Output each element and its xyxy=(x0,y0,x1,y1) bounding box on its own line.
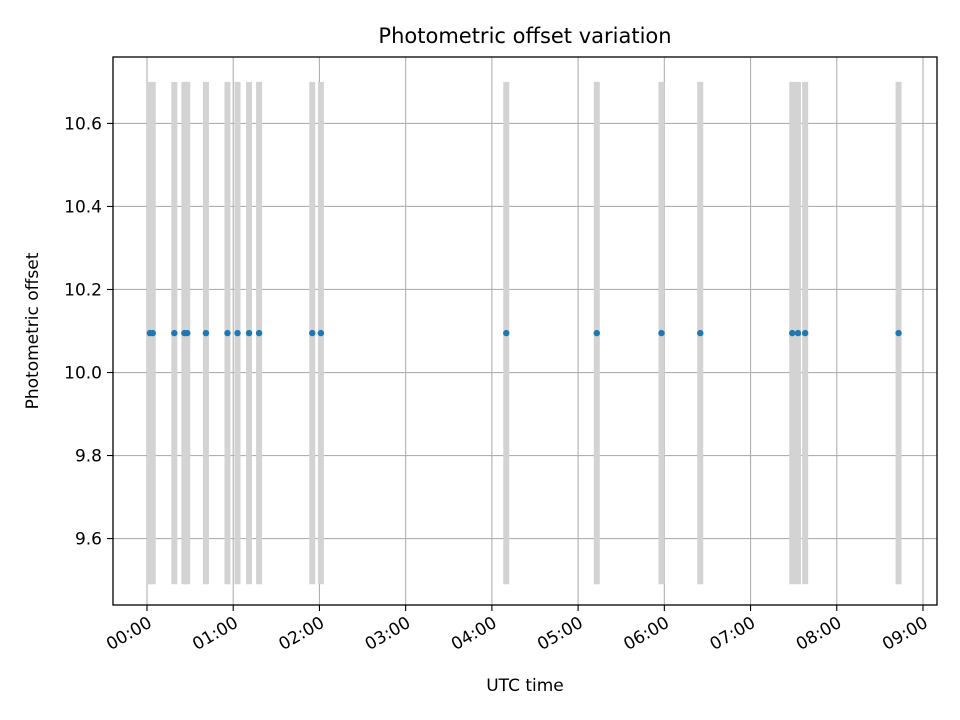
x-axis-label: UTC time xyxy=(486,676,564,696)
data-point xyxy=(503,329,510,337)
data-point xyxy=(593,329,600,337)
data-point xyxy=(149,329,156,337)
data-point xyxy=(794,329,802,337)
plot-area-frame xyxy=(112,56,938,606)
data-point xyxy=(224,329,231,337)
data-point xyxy=(801,329,809,337)
data-point xyxy=(234,329,241,337)
y-tick-label: 9.8 xyxy=(75,447,102,467)
data-point xyxy=(658,329,665,337)
data-point xyxy=(309,329,316,337)
data-point xyxy=(789,329,796,337)
data-point xyxy=(317,329,325,337)
data-point xyxy=(697,329,704,337)
data-point xyxy=(202,329,210,337)
y-tick-label: 10.2 xyxy=(64,280,102,300)
chart-title: Photometric offset variation xyxy=(378,24,671,48)
data-point xyxy=(171,329,178,337)
data-point xyxy=(895,329,902,337)
y-tick-label: 10.6 xyxy=(64,114,102,134)
data-point xyxy=(255,329,263,337)
data-point xyxy=(245,329,253,337)
y-tick-label: 10.4 xyxy=(64,197,102,217)
y-axis-label: Photometric offset xyxy=(23,252,43,409)
y-axis-ticks: 9.6 9.8 10.0 10.2 10.4 10.6 xyxy=(64,114,113,550)
data-point xyxy=(184,329,191,337)
y-tick-label: 9.6 xyxy=(75,530,102,550)
y-tick-label: 10.0 xyxy=(64,364,102,384)
data-point-layer xyxy=(146,329,902,337)
